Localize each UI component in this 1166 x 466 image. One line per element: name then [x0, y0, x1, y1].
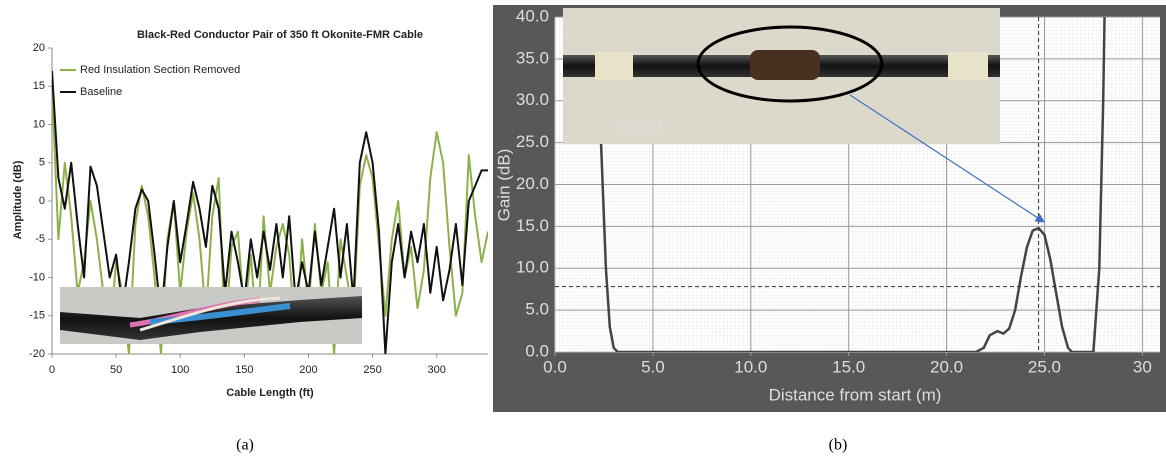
legend-label: Baseline	[80, 86, 122, 98]
x-axis-label: Distance from start (m)	[769, 385, 942, 404]
x-tick-label: 100	[171, 364, 189, 376]
inset-label: EOG1	[615, 118, 666, 138]
wire	[139, 296, 281, 332]
y-tick-label: -5	[35, 233, 45, 245]
x-tick-label: 300	[428, 364, 446, 376]
x-tick-label: 20.0	[930, 357, 963, 376]
chart-a: Black-Red Conductor Pair of 350 ft Okoni…	[12, 29, 488, 399]
damage	[750, 50, 820, 80]
y-tick-label: 20.0	[516, 174, 549, 193]
x-tick-label: 50	[110, 364, 122, 376]
highlight-ellipse	[696, 25, 884, 103]
x-tick-label: 200	[299, 364, 317, 376]
y-axis-label: Amplitude (dB)	[12, 160, 24, 239]
x-tick-label: 15.0	[832, 357, 865, 376]
y-tick-label: 30.0	[516, 90, 549, 109]
y-tick-label: 15.0	[516, 216, 549, 235]
tape	[948, 52, 988, 80]
y-tick-label: 40.0	[516, 6, 549, 25]
y-tick-label: -20	[29, 348, 45, 360]
y-tick-label: 0	[39, 195, 45, 207]
y-tick-label: 10	[33, 118, 45, 130]
x-tick-label: 10.0	[734, 357, 767, 376]
x-tick-label: 250	[363, 364, 381, 376]
y-tick-label: 15	[33, 80, 45, 92]
arrow	[849, 94, 1046, 223]
y-tick-label: 35.0	[516, 48, 549, 67]
tape	[595, 52, 633, 80]
data-line	[594, 17, 1106, 352]
x-tick-label: 150	[235, 364, 253, 376]
caption: (b)	[829, 437, 848, 454]
chart-b: Gain (dB) Distance from start (m) 0.0 5.0…	[493, 5, 1166, 412]
y-tick-label: 10.0	[516, 258, 549, 277]
x-tick-label: 5.0	[641, 357, 665, 376]
x-tick-label: 30	[1133, 357, 1152, 376]
x-tick-label: 0	[49, 364, 55, 376]
y-tick-label: 5.0	[525, 300, 549, 319]
y-tick-label: 20	[33, 42, 45, 54]
y-tick-label: 0.0	[525, 341, 549, 360]
y-tick-label: 5	[39, 157, 45, 169]
x-tick-label: 0.0	[543, 357, 567, 376]
y-tick-label: -10	[29, 271, 45, 283]
y-tick-label: 25.0	[516, 132, 549, 151]
y-tick-label: -15	[29, 310, 45, 322]
x-axis-label: Cable Length (ft)	[226, 387, 314, 399]
y-axis-label: Gain (dB)	[494, 149, 513, 222]
x-tick-label: 25.0	[1028, 357, 1061, 376]
chart-title: Black-Red Conductor Pair of 350 ft Okoni…	[137, 29, 423, 41]
legend-label: Red Insulation Section Removed	[80, 64, 240, 76]
caption: (a)	[236, 437, 254, 454]
